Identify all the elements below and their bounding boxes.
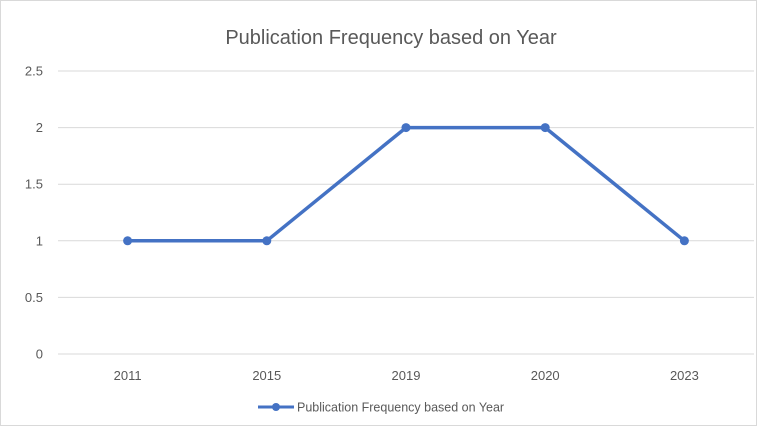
x-axis-ticks: 2011 2015 2019 2020 2023: [114, 368, 699, 383]
series-layer: [123, 123, 689, 246]
y-tick-label: 0: [36, 347, 43, 362]
x-tick-label: 2020: [531, 368, 560, 383]
x-tick-label: 2015: [252, 368, 281, 383]
data-point: [401, 123, 411, 133]
y-tick-label: 0.5: [25, 290, 43, 305]
legend-label: Publication Frequency based on Year: [297, 401, 504, 415]
x-tick-label: 2011: [114, 368, 142, 383]
data-point: [262, 236, 272, 246]
y-tick-label: 2: [36, 120, 43, 135]
chart-title: Publication Frequency based on Year: [225, 27, 557, 49]
y-tick-label: 1.5: [25, 177, 43, 192]
y-tick-label: 1: [36, 233, 43, 248]
data-point: [123, 236, 133, 246]
legend: Publication Frequency based on Year: [258, 401, 504, 415]
y-axis-ticks: 0 0.5 1 1.5 2 2.5: [25, 64, 43, 362]
data-point: [540, 123, 550, 133]
data-point: [679, 236, 689, 246]
y-tick-label: 2.5: [25, 64, 43, 79]
x-tick-label: 2023: [670, 368, 699, 383]
legend-marker: [272, 403, 280, 411]
x-tick-label: 2019: [392, 368, 421, 383]
